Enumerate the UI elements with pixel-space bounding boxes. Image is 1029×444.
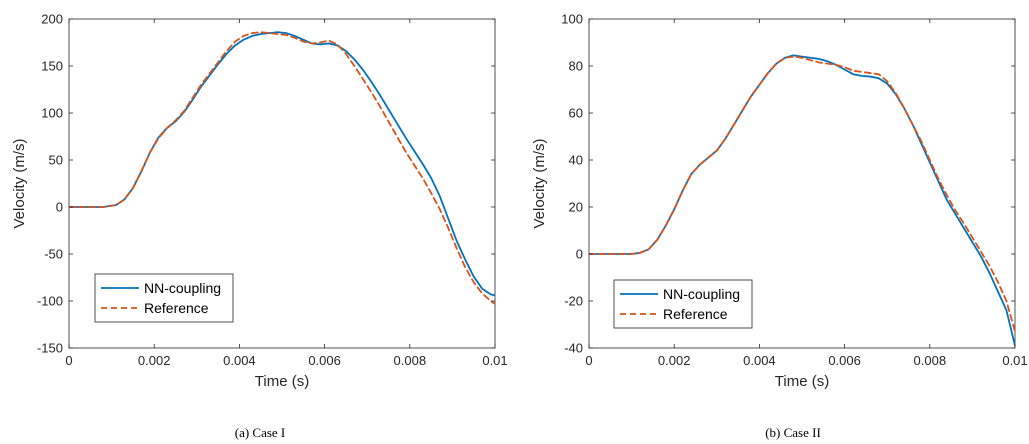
x-tick-label: 0.006: [828, 353, 861, 368]
x-tick-label: 0.006: [308, 353, 341, 368]
legend-label: Reference: [663, 306, 728, 322]
series-line-reference: [589, 55, 1015, 333]
y-axis-label: Velocity (m/s): [11, 138, 28, 228]
legend-label: Reference: [144, 300, 209, 316]
y-tick-label: 100: [561, 12, 583, 27]
figure-caption: (a) Case I: [235, 425, 286, 440]
x-tick-label: 0.01: [1002, 353, 1027, 368]
x-tick-label: 0.002: [658, 353, 691, 368]
x-tick-label: 0.008: [394, 353, 427, 368]
y-tick-label: -150: [37, 341, 63, 356]
x-axis-label: Time (s): [775, 373, 829, 390]
y-tick-label: 200: [41, 12, 63, 27]
x-tick-label: 0.004: [743, 353, 776, 368]
y-tick-label: 40: [569, 153, 583, 168]
chart-panel-1: 0 0.002 0.004 0.006 0.008 0.01 -150 -100 -50 0 50 1…: [11, 12, 508, 441]
y-tick-label: 100: [41, 106, 63, 121]
y-tick-label: -50: [44, 247, 63, 262]
legend: NN-coupling Reference: [613, 279, 753, 329]
x-tick-label: 0.008: [914, 353, 947, 368]
legend-box: [613, 279, 753, 329]
y-tick-label: 20: [569, 200, 583, 215]
y-tick-label: -20: [564, 294, 583, 309]
legend: NN-coupling Reference: [94, 273, 234, 323]
legend-label: NN-coupling: [663, 286, 740, 302]
y-tick-label: 0: [576, 247, 583, 262]
y-tick-label: 50: [49, 153, 63, 168]
series-group: [69, 31, 495, 305]
x-tick-label: 0: [585, 353, 592, 368]
x-tick-label: 0.002: [138, 353, 171, 368]
x-tick-label: 0.01: [482, 353, 507, 368]
y-axis-label: Velocity (m/s): [531, 138, 548, 228]
y-tick-label: 80: [569, 59, 583, 74]
y-tick-label: 150: [41, 59, 63, 74]
legend-label: NN-coupling: [144, 280, 221, 296]
y-tick-label: 0: [56, 200, 63, 215]
x-tick-label: 0: [65, 353, 72, 368]
chart-panel-2: 0 0.002 0.004 0.006 0.008 0.01 -40 -20 0 20 40 60 80…: [531, 12, 1028, 441]
y-tick-label: -100: [37, 294, 63, 309]
legend-box: [94, 273, 234, 323]
y-tick-label: 60: [569, 106, 583, 121]
x-axis-label: Time (s): [255, 373, 309, 390]
series-group: [589, 54, 1015, 347]
x-tick-label: 0.004: [223, 353, 256, 368]
figure-caption: (b) Case II: [765, 425, 821, 440]
y-tick-label: -40: [564, 341, 583, 356]
series-line-nn-coupling: [69, 31, 495, 297]
